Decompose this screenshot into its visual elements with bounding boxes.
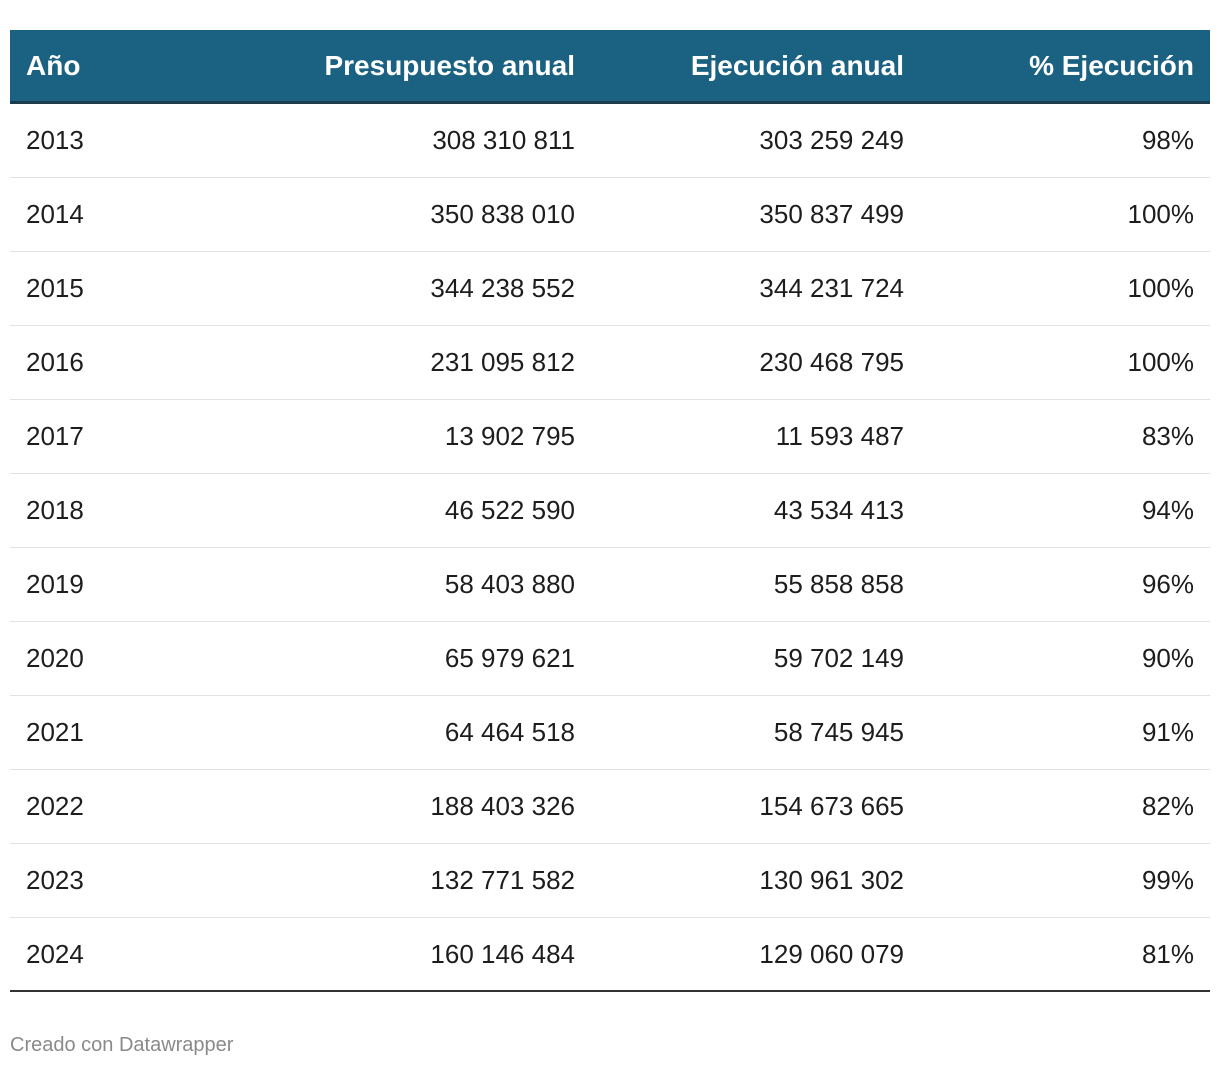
table-row: 2014 350 838 010 350 837 499 100%: [10, 178, 1210, 252]
table-cell: 303 259 249: [759, 125, 904, 155]
table-cell: 13 902 795: [444, 421, 575, 451]
table-cell: 350 837 499: [759, 199, 904, 229]
table-cell: 96%: [1141, 569, 1194, 599]
table-cell: 154 673 665: [759, 791, 904, 821]
table-cell: 100%: [1127, 273, 1195, 303]
table-cell: 344 231 724: [759, 273, 904, 303]
table-cell: 91%: [1141, 717, 1194, 747]
table-cell: 2024: [26, 938, 84, 969]
table-cell: 81%: [1141, 938, 1194, 969]
table-cell: 2018: [26, 495, 84, 525]
table-cell: 230 468 795: [759, 347, 904, 377]
table-cell: 2015: [26, 273, 84, 303]
table-cell: 2019: [26, 569, 84, 599]
header-cell: Ejecución anual: [690, 49, 904, 81]
table-cell: 11 593 487: [775, 421, 904, 451]
table-cell: 90%: [1141, 643, 1194, 673]
table-cell: 59 702 149: [773, 643, 904, 673]
table-header: Año Presupuesto anual Ejecución anual % …: [10, 30, 1210, 104]
table-row: 2023 132 771 582 130 961 302 99%: [10, 844, 1210, 918]
table-cell: 2017: [26, 421, 84, 451]
table-cell: 43 534 413: [773, 495, 904, 525]
table-cell: 2014: [26, 199, 84, 229]
table-row: 2017 13 902 795 11 593 487 83%: [10, 400, 1210, 474]
table-cell: 2013: [26, 125, 84, 155]
table-cell: 132 771 582: [430, 865, 575, 895]
table: Año Presupuesto anual Ejecución anual % …: [10, 30, 1210, 992]
table-cell: 350 838 010: [430, 199, 575, 229]
footer: Creado con Datawrapper: [10, 1034, 234, 1056]
table-cell: 344 238 552: [430, 273, 575, 303]
table-row: 2021 64 464 518 58 745 945 91%: [10, 696, 1210, 770]
table-body: 2013 308 310 811 303 259 249 98% 2014 350 838…: [10, 104, 1210, 992]
table-cell: 188 403 326: [430, 791, 575, 821]
table-cell: 130 961 302: [759, 865, 904, 895]
table-cell: 2020: [26, 643, 84, 673]
table-cell: 64 464 518: [444, 717, 575, 747]
header-cell: % Ejecución: [1029, 49, 1194, 81]
header-cell: Año: [26, 49, 81, 81]
table-cell: 100%: [1127, 347, 1195, 377]
table-row: 2020 65 979 621 59 702 149 90%: [10, 622, 1210, 696]
table-row: 2019 58 403 880 55 858 858 96%: [10, 548, 1210, 622]
table-cell: 58 403 880: [444, 569, 575, 599]
table-cell: 58 745 945: [773, 717, 904, 747]
table-cell: 2021: [26, 717, 84, 747]
table-row: 2022 188 403 326 154 673 665 82%: [10, 770, 1210, 844]
table-cell: 99%: [1141, 865, 1194, 895]
table-row: 2018 46 522 590 43 534 413 94%: [10, 474, 1210, 548]
table-row: 2015 344 238 552 344 231 724 100%: [10, 252, 1210, 326]
table-cell: 100%: [1127, 199, 1195, 229]
table-cell: 65 979 621: [444, 643, 575, 673]
table-cell: 129 060 079: [759, 938, 904, 969]
table-cell: 2016: [26, 347, 84, 377]
table-cell: 2023: [26, 865, 84, 895]
table-cell: 98%: [1141, 125, 1194, 155]
table-cell: 82%: [1141, 791, 1194, 821]
table-cell: 55 858 858: [773, 569, 904, 599]
table-cell: 231 095 812: [430, 347, 575, 377]
table-cell: 94%: [1141, 495, 1194, 525]
table-row: 2024 160 146 484 129 060 079 81%: [10, 918, 1210, 992]
table-cell: 308 310 811: [432, 125, 575, 155]
table-row: 2016 231 095 812 230 468 795 100%: [10, 326, 1210, 400]
table-cell: 160 146 484: [430, 938, 575, 969]
table-row: 2013 308 310 811 303 259 249 98%: [10, 104, 1210, 178]
table-cell: 2022: [26, 791, 84, 821]
header-cell: Presupuesto anual: [324, 49, 575, 81]
table-cell: 46 522 590: [444, 495, 575, 525]
table-cell: 83%: [1141, 421, 1194, 451]
